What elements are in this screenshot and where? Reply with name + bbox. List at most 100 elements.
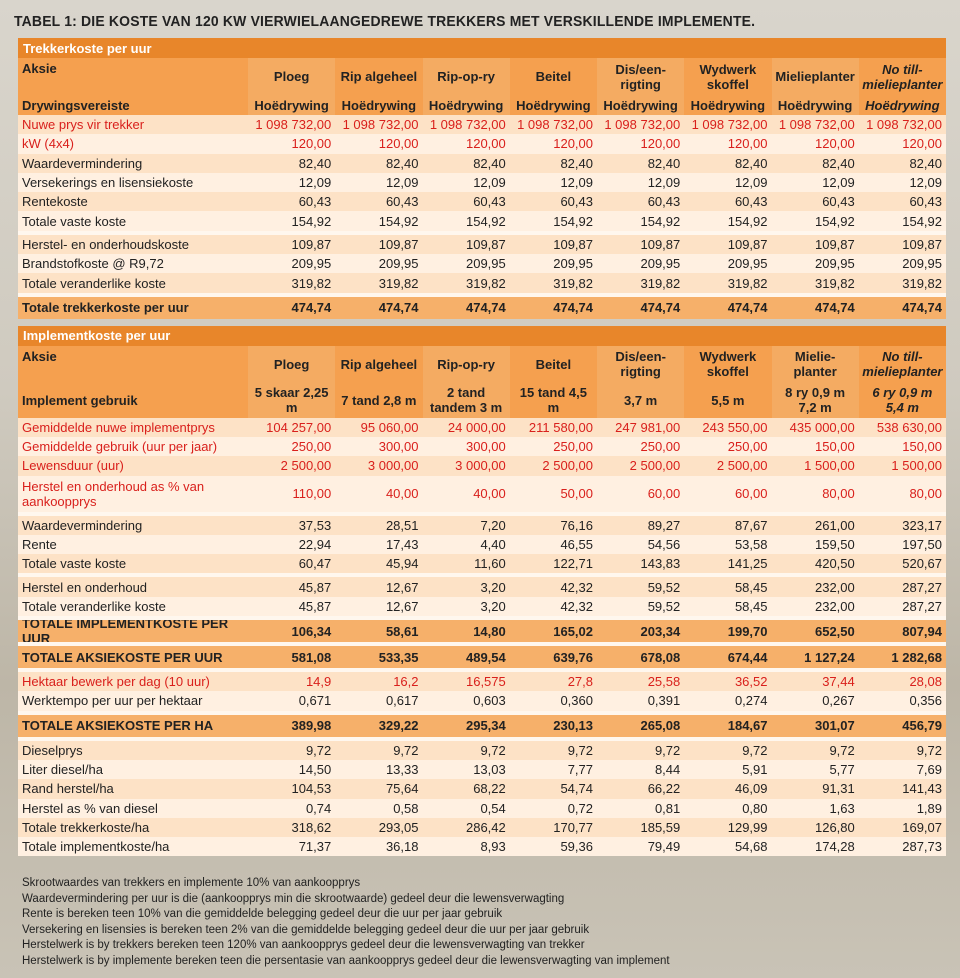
- note: Herstelwerk is by trekkers bereken teen …: [22, 939, 585, 952]
- value-cell: 0,81: [654, 800, 681, 816]
- value-cell: 4,40: [480, 537, 506, 552]
- group-gap: [18, 511, 946, 516]
- row-group: TOTALE AKSIEKOSTE PER HA 389,98 329,22 295,…: [18, 714, 946, 737]
- value-cell: 1 098 732,00: [866, 117, 942, 133]
- table-row: Totale trekkerkoste/ha 318,62 293,05 286,42…: [18, 817, 946, 838]
- value-cell: 154,92: [902, 213, 942, 229]
- value-cell: 109,87: [465, 236, 506, 252]
- value-cell: 141,43: [902, 781, 942, 797]
- value-cell: 489,54: [465, 649, 506, 665]
- value-cell: 209,95: [902, 256, 942, 272]
- value-cell: 154,92: [814, 213, 855, 229]
- header-label: Aksie: [22, 348, 57, 364]
- value-cell: 150,00: [814, 439, 855, 455]
- value-cell: 169,07: [902, 819, 942, 835]
- value-cell: 82,40: [822, 155, 855, 171]
- row-label: Rentekoste: [22, 194, 88, 210]
- header-label: Drywingsvereiste: [22, 97, 130, 113]
- value-cell: 2 500,00: [542, 458, 593, 474]
- value-cell: 68,22: [473, 781, 506, 797]
- value-cell: 174,28: [814, 839, 855, 855]
- value-cell: 0,58: [393, 800, 419, 816]
- value-cell: 60,43: [473, 194, 506, 210]
- value-cell: 104 257,00: [266, 419, 332, 435]
- value-cell: 286,42: [465, 819, 506, 835]
- header-cell: Rip-op-ry: [422, 345, 510, 383]
- header-label: Aksie: [22, 61, 57, 76]
- header-cell: Mielie-planter: [771, 345, 859, 383]
- value-cell: 250,00: [553, 439, 593, 455]
- row-label: TOTALE AKSIEKOSTE PER UUR: [22, 649, 223, 665]
- row-label: Totale veranderlike koste: [22, 275, 166, 291]
- value-cell: 197,50: [902, 537, 942, 552]
- table-row: Rand herstel/ha 104,53 75,64 68,22 54,74 66,2…: [18, 779, 946, 799]
- value-cell: 300,00: [465, 439, 506, 455]
- value-cell: 143,83: [640, 556, 681, 572]
- value-cell: 300,00: [378, 439, 419, 455]
- value-cell: 58,45: [734, 579, 768, 595]
- value-cell: 12,09: [560, 175, 593, 191]
- value-cell: 28,08: [909, 674, 942, 690]
- header-cell: Mielieplanter: [771, 58, 859, 95]
- value-cell: 474,74: [378, 300, 419, 316]
- value-cell: 109,87: [291, 236, 332, 252]
- value-cell: 265,08: [640, 718, 681, 734]
- row-label: Totale veranderlike koste: [22, 598, 166, 614]
- value-cell: 54,74: [560, 781, 593, 797]
- header-cell: Rip algeheel: [340, 69, 418, 84]
- note: Waardevermindering per uur is die (aanko…: [22, 892, 565, 905]
- value-cell: 45,87: [298, 579, 332, 595]
- value-cell: 42,32: [560, 598, 593, 614]
- value-cell: 230,13: [553, 718, 593, 734]
- value-cell: 22,94: [298, 537, 332, 552]
- section-title: Implementkoste per uur: [18, 325, 946, 346]
- row-label: TOTALE IMPLEMENTKOSTE PER UUR: [22, 620, 229, 643]
- row-group: Totale trekkerkoste per uur 474,74 474,74 4…: [18, 296, 946, 319]
- table-row: TOTALE IMPLEMENTKOSTE PER UUR 106,34 58,61…: [18, 620, 946, 643]
- value-cell: 12,09: [734, 175, 768, 191]
- row-label: Totale vaste koste: [22, 556, 127, 572]
- value-cell: 0,391: [647, 693, 681, 709]
- table-row: Hektaar bewerk per dag (10 uur) 14,9 16,2 1…: [18, 672, 946, 692]
- value-cell: 12,09: [385, 175, 419, 191]
- table-row: Totale implementkoste/ha 71,37 36,18 8,93 59…: [18, 837, 946, 857]
- value-cell: 120,00: [291, 136, 332, 152]
- table: Trekkerkoste per uur Aksie Ploeg Rip algehe…: [18, 38, 946, 857]
- table-row: Rente 22,94 17,43 4,40 46,55 54,56 53,58 159,50…: [18, 534, 946, 555]
- group-gap: [18, 668, 946, 673]
- value-cell: 60,43: [560, 194, 593, 210]
- row-label: Dieselprys: [22, 742, 83, 758]
- table-row: Gemiddelde gebruik (uur per jaar) 250,00 3…: [18, 436, 946, 457]
- value-cell: 12,09: [298, 175, 332, 191]
- value-cell: 109,87: [640, 236, 681, 252]
- value-cell: 54,68: [734, 839, 768, 855]
- value-cell: 8,93: [480, 839, 506, 855]
- value-cell: 42,32: [560, 579, 593, 595]
- group-gap: [18, 573, 946, 578]
- value-cell: 60,43: [822, 194, 855, 210]
- value-cell: 45,87: [298, 598, 332, 614]
- value-cell: 82,40: [647, 155, 681, 171]
- value-cell: 250,00: [291, 439, 332, 455]
- value-cell: 678,08: [640, 649, 681, 665]
- value-cell: 150,00: [902, 439, 942, 455]
- row-label: Rand herstel/ha: [22, 781, 114, 797]
- header-cell: Dis/een-rigting: [597, 58, 685, 95]
- notes: Skrootwaardes van trekkers en implemente…: [22, 876, 670, 970]
- row-label: Totale implementkoste/ha: [22, 839, 170, 855]
- value-cell: 109,87: [814, 236, 855, 252]
- value-cell: 95 060,00: [360, 419, 419, 435]
- value-cell: 36,52: [734, 674, 768, 690]
- value-cell: 7,20: [480, 517, 506, 533]
- value-cell: 9,72: [654, 742, 681, 758]
- value-cell: 12,67: [385, 579, 419, 595]
- table-row: TOTALE AKSIEKOSTE PER UUR 581,08 533,35 489…: [18, 646, 946, 669]
- value-cell: 9,72: [305, 742, 332, 758]
- value-cell: 60,00: [734, 486, 768, 502]
- row-label: Herstel en onderhoud: [22, 579, 148, 595]
- table-row: Totale trekkerkoste per uur 474,74 474,74 4…: [18, 296, 946, 319]
- value-cell: 106,34: [291, 623, 332, 639]
- value-cell: 14,50: [298, 762, 332, 778]
- value-cell: 209,95: [814, 256, 855, 272]
- value-cell: 37,44: [822, 674, 855, 690]
